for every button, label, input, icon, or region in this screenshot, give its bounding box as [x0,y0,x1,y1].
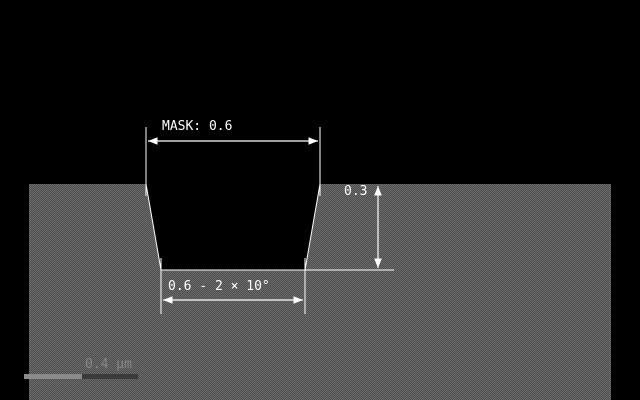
scale-bar-track [82,374,138,379]
right-sidewall [304,183,321,271]
left-sidewall [145,183,162,271]
mask-label: MASK: 0.6 [162,119,232,134]
depth-label: 0.3 [344,184,367,199]
scale-bar [24,374,82,379]
substrate [29,184,611,400]
bottom-width-label: 0.6 - 2 × 10° [168,279,270,294]
scale-label: 0.4 µm [85,357,132,372]
